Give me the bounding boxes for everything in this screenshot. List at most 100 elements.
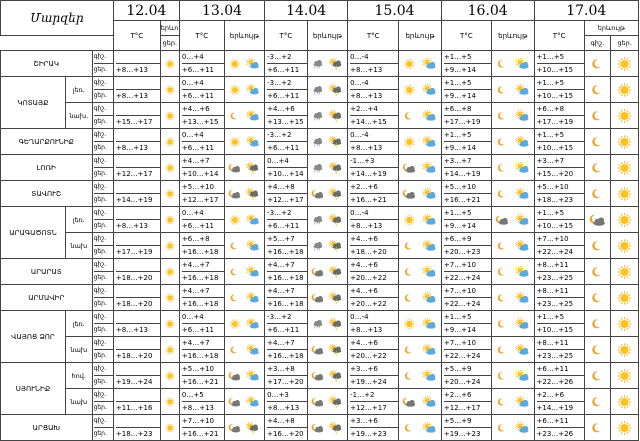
night-cloud-icon: [225, 416, 245, 440]
weather-cell: [307, 51, 347, 77]
weather-header: երևույթ: [307, 21, 347, 51]
weather-cell: [160, 389, 179, 415]
sun-cloud-icon: [513, 338, 534, 362]
storm-icon: [327, 234, 347, 258]
weather-cell: [399, 129, 442, 155]
weather-cell: [224, 155, 264, 181]
temperature-cell: +6…+8+17…+19: [534, 103, 584, 129]
temperature-cell: 0…+4+6…+11: [179, 207, 224, 233]
storm-icon: [327, 130, 347, 154]
region-name: ԱՐՑԱԽ: [1, 415, 93, 441]
temperature-cell: +5…+10+18…+23: [534, 181, 584, 207]
temperature-cell: +8…+11+23…+25: [534, 285, 584, 311]
weather-cell-night: [584, 363, 611, 389]
sun-cloud-icon: [244, 234, 264, 258]
temperature-cell: +3…+8+17…+20: [265, 363, 308, 389]
temperature-cell: +4…+7+16…+18: [265, 337, 308, 363]
region-name: ԳԵՂԱՐՔՈՒՆԻՔ: [1, 129, 93, 155]
temperature-cell: +4…+8+16…+20: [265, 415, 308, 441]
sun-cloud-icon: [420, 104, 441, 128]
temp-header: T°C: [265, 21, 308, 51]
temperature-cell: +4…+6+18…+20: [348, 233, 399, 259]
sun-cloud-icon: [420, 312, 441, 336]
moon-icon: [225, 260, 245, 284]
weather-cell: [224, 51, 264, 77]
temperature-cell: +5…+10+16…+21: [441, 181, 491, 207]
sun-icon: [161, 312, 179, 336]
weather-cell: [399, 337, 442, 363]
sun-cloud-icon: [513, 208, 534, 232]
subregion-name: հով.: [65, 363, 92, 389]
storm-icon: [327, 260, 347, 284]
weather-cell: [399, 51, 442, 77]
weather-cell: [307, 311, 347, 337]
sun-cloud-icon: [513, 286, 534, 310]
day-night-labels: գիշ.ցեր.: [92, 103, 113, 129]
moon-icon: [585, 104, 611, 128]
night-header: գիշ.: [584, 36, 611, 51]
moon-icon: [225, 104, 245, 128]
weather-cell-day: [611, 51, 639, 77]
sun-cloud-icon: [513, 390, 534, 414]
sun-icon: [399, 130, 420, 154]
weather-cell: [307, 285, 347, 311]
temperature-cell: 0…-4+8…+13: [348, 207, 399, 233]
weather-cell-day: [611, 415, 639, 441]
sun-icon: [399, 208, 420, 232]
sun-icon: [161, 234, 179, 258]
sun-cloud-icon: [244, 364, 264, 388]
sun-icon: [611, 416, 638, 440]
weather-cell: [491, 77, 534, 103]
weather-cell: [307, 129, 347, 155]
moon-icon: [225, 338, 245, 362]
temp-header: T°C: [534, 21, 584, 51]
weather-cell-night: [584, 311, 611, 337]
sun-icon: [611, 130, 638, 154]
sun-icon: [611, 338, 638, 362]
moon-icon: [492, 260, 513, 284]
sun-cloud-icon: [420, 364, 441, 388]
weather-cell: [399, 259, 442, 285]
moon-icon: [585, 338, 611, 362]
weather-cell: [307, 77, 347, 103]
weather-cell-day: [611, 103, 639, 129]
weather-cell: [399, 415, 442, 441]
sun-icon: [611, 390, 638, 414]
temperature-cell: +2…+6+14…+19: [534, 389, 584, 415]
sun-cloud-icon: [513, 364, 534, 388]
weather-cell: [399, 77, 442, 103]
temperature-cell: +4…+7+16…+18: [265, 259, 308, 285]
temperature-cell: +7…+10+16…+21: [179, 415, 224, 441]
weather-header: երևույթ: [584, 21, 638, 36]
weather-cell: [224, 207, 264, 233]
weather-cell: [307, 155, 347, 181]
sun-cloud-icon: [420, 156, 441, 180]
temperature-cell: +4…+6+20…+22: [348, 337, 399, 363]
day-night-labels: գիշ.ցեր.: [92, 233, 113, 259]
temperature-cell: +6…+8+16…+18: [179, 233, 224, 259]
moon-icon: [492, 312, 513, 336]
weather-cell-night: [584, 77, 611, 103]
cloud-rain-icon: [308, 104, 328, 128]
sun-icon: [225, 208, 245, 232]
weather-cell: [491, 129, 534, 155]
sun-icon: [225, 52, 245, 76]
sun-icon: [611, 234, 638, 258]
moon-icon: [399, 338, 420, 362]
sun-cloud-icon: [420, 52, 441, 76]
subregion-name: նախ.: [65, 103, 92, 129]
weather-cell-night: [584, 129, 611, 155]
sun-icon: [225, 130, 245, 154]
weather-cell: [160, 129, 179, 155]
sun-cloud-icon: [513, 78, 534, 102]
weather-cell: [307, 389, 347, 415]
sun-icon: [161, 104, 179, 128]
storm-icon: [244, 416, 264, 440]
temperature-cell: 0…+4+6…+11: [179, 129, 224, 155]
storm-icon: [327, 156, 347, 180]
weather-cell: [307, 415, 347, 441]
